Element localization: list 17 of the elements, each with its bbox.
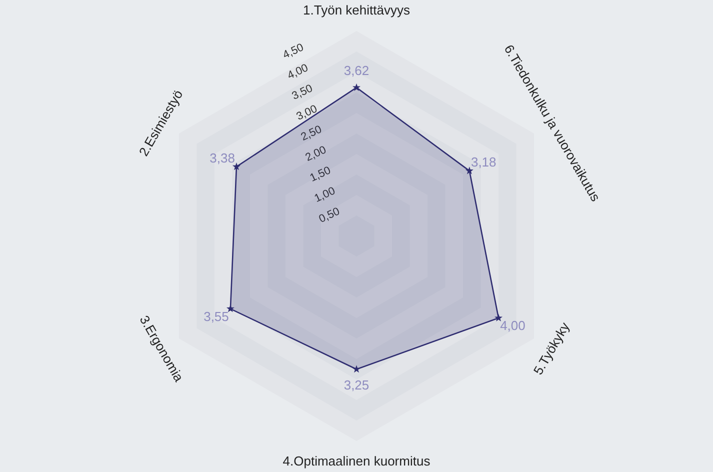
data-label: 3,25	[344, 378, 370, 393]
data-label: 3,38	[210, 150, 235, 166]
y-tick-label: 1,00	[312, 185, 338, 205]
y-tick-label: 3,00	[294, 103, 320, 123]
data-label: 3,62	[344, 63, 370, 78]
spoke-label: 4.Optimaalinen kuormitus	[282, 454, 431, 468]
data-label: 3,18	[470, 154, 496, 170]
y-tick-label: 4,50	[281, 42, 306, 62]
y-tick-label: 0,50	[317, 206, 342, 226]
y-tick-label: 1,50	[308, 164, 333, 184]
y-tick-label: 2,00	[304, 144, 328, 164]
spoke-label: 1.Työn kehittävyys	[303, 2, 410, 18]
data-label: 3,55	[204, 308, 229, 324]
y-tick-label: 2,50	[299, 124, 324, 144]
y-tick-label: 4,00	[286, 62, 310, 82]
y-tick-label: 3,50	[290, 82, 315, 102]
data-label: 4,00	[500, 318, 526, 334]
